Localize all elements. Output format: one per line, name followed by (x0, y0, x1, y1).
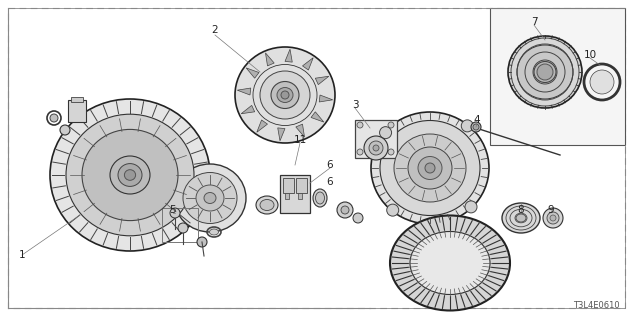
Ellipse shape (124, 170, 136, 180)
Circle shape (547, 212, 559, 224)
Polygon shape (246, 68, 259, 78)
Ellipse shape (380, 121, 480, 215)
Ellipse shape (425, 163, 435, 173)
Circle shape (388, 149, 394, 155)
Circle shape (388, 122, 394, 128)
Circle shape (461, 120, 474, 132)
Circle shape (387, 204, 399, 216)
Ellipse shape (517, 45, 573, 99)
Circle shape (178, 223, 188, 233)
Ellipse shape (410, 231, 490, 294)
Circle shape (364, 136, 388, 160)
Bar (298, 193, 302, 199)
Bar (68, 100, 86, 122)
Text: 2: 2 (212, 25, 218, 35)
Ellipse shape (502, 203, 540, 233)
Ellipse shape (118, 164, 142, 186)
Text: 3: 3 (352, 100, 358, 110)
Text: 5: 5 (170, 205, 176, 215)
Polygon shape (237, 88, 251, 95)
Polygon shape (303, 58, 313, 70)
Ellipse shape (534, 61, 556, 83)
Bar (280, 175, 310, 213)
Ellipse shape (50, 99, 210, 251)
Ellipse shape (174, 164, 246, 232)
Ellipse shape (418, 156, 442, 180)
Ellipse shape (408, 147, 452, 189)
Circle shape (590, 70, 614, 94)
Bar (162, 208, 198, 242)
Ellipse shape (371, 112, 489, 224)
Bar (490, 8, 625, 145)
Polygon shape (296, 124, 305, 137)
Circle shape (465, 201, 477, 213)
Bar (296, 178, 307, 193)
Bar (283, 178, 294, 193)
Text: 9: 9 (548, 205, 554, 215)
Polygon shape (285, 49, 292, 62)
Ellipse shape (82, 129, 178, 220)
Polygon shape (257, 120, 268, 132)
Ellipse shape (271, 82, 299, 108)
Ellipse shape (196, 185, 224, 211)
Text: 10: 10 (584, 50, 596, 60)
Circle shape (357, 149, 363, 155)
Ellipse shape (516, 214, 526, 222)
Circle shape (353, 213, 363, 223)
Circle shape (60, 125, 70, 135)
Bar (71, 97, 83, 102)
Circle shape (337, 202, 353, 218)
Ellipse shape (508, 36, 582, 108)
Circle shape (543, 208, 563, 228)
Polygon shape (311, 112, 324, 122)
Ellipse shape (390, 215, 510, 310)
Ellipse shape (394, 134, 466, 202)
Circle shape (341, 206, 349, 214)
Circle shape (471, 122, 481, 132)
Ellipse shape (183, 172, 237, 223)
Text: 1: 1 (19, 250, 26, 260)
Polygon shape (319, 95, 333, 102)
Polygon shape (266, 53, 274, 66)
Circle shape (369, 141, 383, 155)
Ellipse shape (66, 114, 194, 236)
Circle shape (550, 215, 556, 221)
Bar (355, 120, 397, 158)
Ellipse shape (204, 193, 216, 204)
Circle shape (473, 124, 479, 130)
Ellipse shape (281, 91, 289, 99)
Ellipse shape (256, 196, 278, 214)
Ellipse shape (110, 156, 150, 194)
Circle shape (373, 145, 379, 151)
Text: T3L4E0610: T3L4E0610 (573, 301, 620, 310)
Polygon shape (278, 128, 285, 141)
Text: 7: 7 (531, 17, 538, 27)
Ellipse shape (260, 199, 274, 211)
Circle shape (537, 64, 553, 80)
Ellipse shape (313, 189, 327, 207)
Circle shape (380, 127, 392, 139)
Circle shape (50, 114, 58, 122)
Ellipse shape (235, 47, 335, 143)
Bar (285, 193, 289, 199)
Ellipse shape (209, 229, 218, 235)
Circle shape (197, 237, 207, 247)
Circle shape (170, 208, 180, 218)
Text: 8: 8 (518, 205, 524, 215)
Ellipse shape (277, 87, 293, 102)
Polygon shape (241, 105, 255, 114)
Text: 6: 6 (326, 177, 333, 187)
Text: 6: 6 (326, 160, 333, 170)
Text: 4: 4 (474, 115, 480, 125)
Polygon shape (316, 76, 329, 84)
Ellipse shape (260, 71, 310, 119)
Text: 11: 11 (293, 135, 307, 145)
Ellipse shape (316, 192, 324, 204)
Circle shape (357, 122, 363, 128)
